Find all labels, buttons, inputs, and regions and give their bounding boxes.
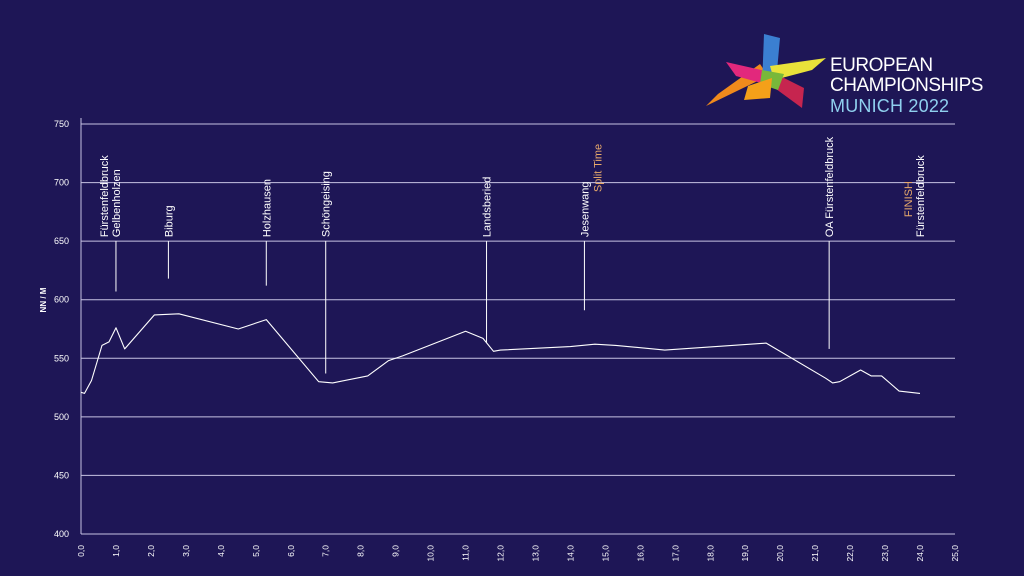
y-tick-label: 600 bbox=[54, 295, 69, 305]
x-tick-label: 11,0 bbox=[461, 545, 471, 561]
y-tick-label: 700 bbox=[54, 178, 69, 188]
x-tick-label: 8,0 bbox=[356, 545, 366, 557]
grid-lines bbox=[80, 118, 955, 535]
x-tick-label: 9,0 bbox=[391, 545, 401, 557]
x-tick-label: 5,0 bbox=[251, 545, 261, 557]
y-tick-label: 500 bbox=[54, 412, 69, 422]
y-axis-ticks: 400 450 500 550 600 650 700 750 bbox=[54, 119, 69, 539]
marker-label: Gelbenholzen bbox=[111, 169, 123, 237]
x-tick-label: 18,0 bbox=[705, 545, 715, 562]
marker-label: Jesenwang bbox=[579, 181, 591, 237]
elevation-line bbox=[80, 313, 921, 394]
y-tick-label: 450 bbox=[54, 470, 69, 480]
marker-label: Fürstenfeldbruck bbox=[915, 155, 927, 237]
logo-mark-icon bbox=[706, 34, 826, 108]
location-markers: Fürstenfeldbruck Gelbenholzen Biburg Holzha… bbox=[99, 136, 927, 374]
x-tick-label: 23,0 bbox=[880, 545, 890, 562]
x-tick-label: 6,0 bbox=[286, 545, 296, 557]
y-tick-label: 400 bbox=[54, 529, 69, 539]
x-tick-label: 19,0 bbox=[740, 545, 750, 562]
y-axis-label: NN / M bbox=[39, 287, 48, 312]
x-tick-label: 22,0 bbox=[845, 545, 855, 562]
x-tick-label: 16,0 bbox=[635, 545, 645, 562]
marker-label: Holzhausen bbox=[261, 179, 273, 237]
logo-line-1: EUROPEAN bbox=[830, 55, 933, 76]
marker-label: OA Fürstenfeldbruck bbox=[824, 136, 836, 237]
marker-label: Schöngeising bbox=[321, 171, 333, 237]
event-logo: EUROPEAN CHAMPIONSHIPS MUNICH 2022 bbox=[830, 55, 983, 117]
x-tick-label: 20,0 bbox=[775, 545, 785, 562]
x-tick-label: 10,0 bbox=[426, 545, 436, 562]
marker-highlight-label: Split Time bbox=[592, 144, 604, 192]
x-tick-label: 4,0 bbox=[216, 545, 226, 557]
x-tick-label: 7,0 bbox=[321, 545, 331, 557]
x-tick-label: 2,0 bbox=[146, 545, 156, 557]
x-tick-label: 1,0 bbox=[111, 545, 121, 557]
elevation-series bbox=[80, 313, 921, 394]
x-tick-label: 25,0 bbox=[950, 545, 960, 562]
x-tick-label: 21,0 bbox=[810, 545, 820, 562]
marker-highlight-label: FINISH bbox=[903, 181, 915, 217]
x-tick-label: 17,0 bbox=[670, 545, 680, 562]
y-tick-label: 550 bbox=[54, 353, 69, 363]
x-tick-label: 13,0 bbox=[530, 545, 540, 562]
x-tick-label: 0,0 bbox=[76, 545, 86, 557]
x-tick-label: 3,0 bbox=[181, 545, 191, 557]
x-tick-label: 14,0 bbox=[565, 545, 575, 562]
logo-line-3: MUNICH 2022 bbox=[830, 96, 950, 116]
logo-line-2: CHAMPIONSHIPS bbox=[830, 75, 983, 96]
marker-label: Fürstenfeldbruck bbox=[99, 155, 111, 237]
marker-label: Landsberied bbox=[482, 177, 494, 238]
x-tick-label: 12,0 bbox=[496, 545, 506, 562]
x-tick-label: 24,0 bbox=[915, 545, 925, 562]
y-tick-label: 750 bbox=[54, 119, 69, 129]
marker-label: Biburg bbox=[163, 205, 175, 237]
y-tick-label: 650 bbox=[54, 236, 69, 246]
x-axis-ticks: 0,0 1,0 2,0 3,0 4,0 5,0 6,0 7,0 8,0 9,0 10,0 11,0 12… bbox=[76, 545, 960, 562]
x-tick-label: 15,0 bbox=[600, 545, 610, 562]
